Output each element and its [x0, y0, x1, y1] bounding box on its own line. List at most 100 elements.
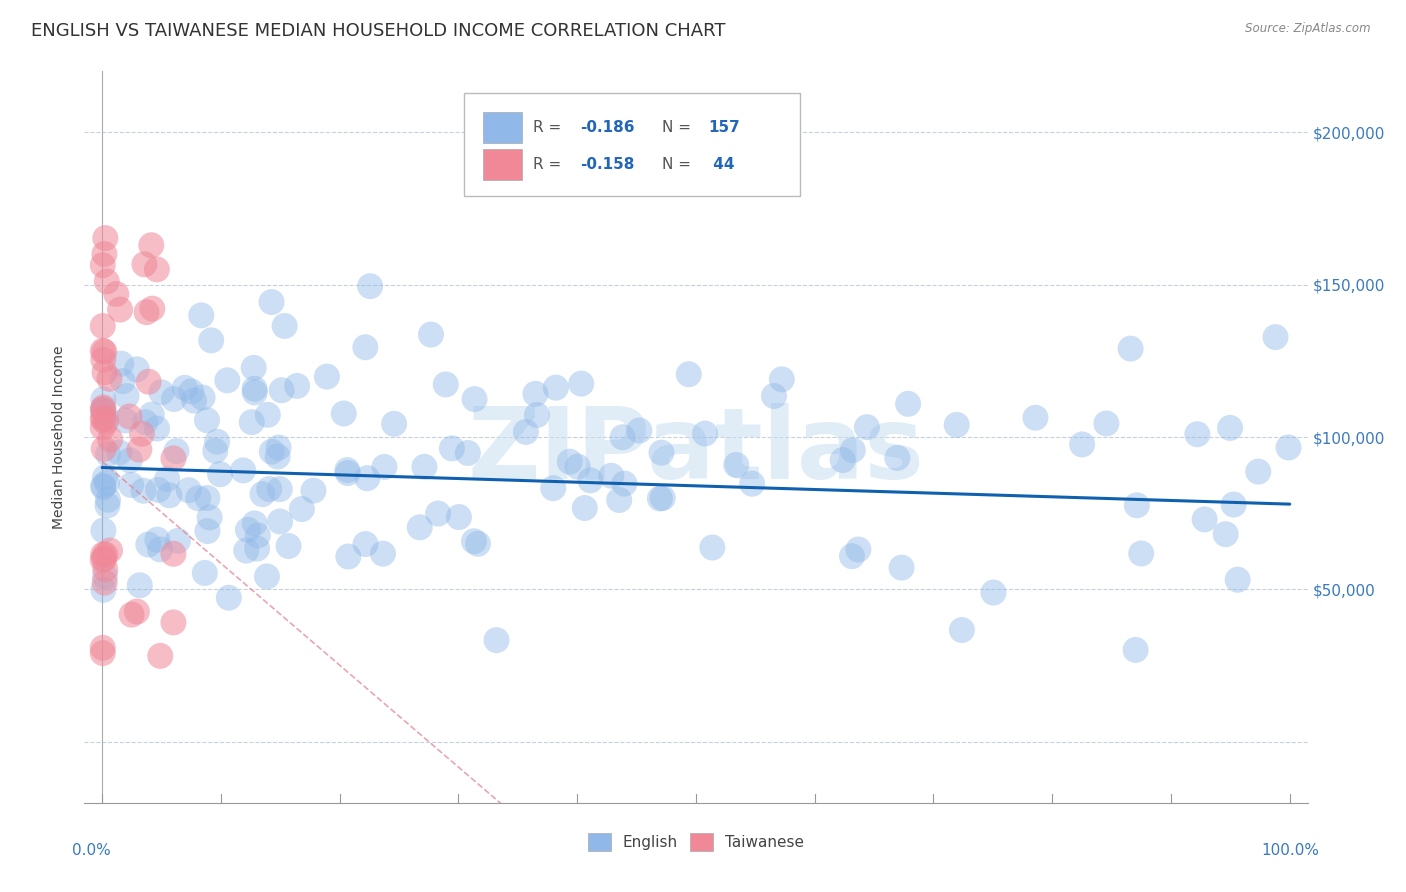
Point — [162, 547, 184, 561]
Point — [157, 488, 180, 502]
Text: N =: N = — [662, 157, 696, 172]
Point — [183, 393, 205, 408]
Point — [93, 404, 115, 418]
Point — [266, 450, 288, 464]
Point — [136, 537, 159, 551]
Text: 100.0%: 100.0% — [1261, 843, 1320, 858]
Point — [1264, 330, 1286, 344]
Point — [1277, 441, 1299, 455]
Point — [134, 415, 156, 429]
Point — [269, 482, 291, 496]
Point — [204, 443, 226, 458]
Point — [197, 524, 219, 538]
Point — [96, 475, 118, 490]
Point — [650, 445, 672, 459]
Point — [118, 409, 141, 424]
Point — [770, 372, 793, 386]
Text: 44: 44 — [709, 157, 735, 172]
Point — [236, 523, 259, 537]
Point — [725, 458, 748, 472]
Point — [524, 387, 547, 401]
Point — [651, 491, 673, 505]
Point — [945, 417, 967, 432]
Point — [194, 566, 217, 580]
Point — [569, 376, 592, 391]
Point — [336, 463, 359, 477]
Point — [125, 362, 148, 376]
Point — [218, 591, 240, 605]
Point — [841, 549, 863, 564]
Point — [93, 442, 115, 456]
Point — [91, 410, 114, 425]
Point — [120, 478, 142, 492]
Point — [277, 539, 299, 553]
Point — [886, 450, 908, 465]
Text: ENGLISH VS TAIWANESE MEDIAN HOUSEHOLD INCOME CORRELATION CHART: ENGLISH VS TAIWANESE MEDIAN HOUSEHOLD IN… — [31, 22, 725, 40]
Point — [94, 470, 117, 484]
Point — [146, 421, 169, 435]
Point — [167, 533, 190, 548]
Point — [114, 413, 136, 427]
Point — [260, 444, 283, 458]
Point — [332, 407, 354, 421]
Point — [628, 424, 651, 438]
Point — [467, 537, 489, 551]
Point — [648, 491, 671, 506]
Point — [135, 305, 157, 319]
Point — [93, 247, 115, 261]
Point — [613, 476, 636, 491]
Point — [567, 459, 589, 474]
Point — [148, 483, 170, 497]
Point — [434, 377, 457, 392]
Point — [118, 453, 141, 467]
Point — [848, 542, 870, 557]
Point — [197, 491, 219, 505]
Point — [91, 548, 114, 562]
Point — [252, 487, 274, 501]
Point — [1095, 417, 1118, 431]
Point — [526, 408, 548, 422]
Point — [128, 578, 150, 592]
Point — [257, 482, 280, 496]
Text: 157: 157 — [709, 120, 740, 136]
Point — [93, 480, 115, 494]
Text: R =: R = — [533, 120, 567, 136]
Point — [93, 524, 115, 538]
Point — [93, 392, 115, 407]
Point — [541, 481, 564, 495]
Point — [156, 472, 179, 486]
Point — [110, 357, 132, 371]
Point — [600, 468, 623, 483]
Point — [131, 426, 153, 441]
Point — [678, 368, 700, 382]
Text: N =: N = — [662, 120, 696, 136]
Point — [856, 420, 879, 434]
Point — [831, 453, 853, 467]
Point — [98, 372, 121, 386]
Point — [256, 569, 278, 583]
Point — [94, 231, 117, 245]
Point — [91, 553, 114, 567]
Point — [256, 408, 278, 422]
Point — [842, 443, 865, 458]
Point — [97, 492, 120, 507]
Point — [98, 433, 121, 447]
Point — [141, 238, 163, 252]
Point — [950, 623, 973, 637]
Point — [1126, 498, 1149, 512]
Point — [94, 569, 117, 583]
Point — [447, 510, 470, 524]
Point — [141, 408, 163, 422]
Point — [111, 374, 134, 388]
Point — [1024, 410, 1046, 425]
Point — [96, 275, 118, 289]
Point — [173, 381, 195, 395]
Point — [558, 455, 581, 469]
Text: 0.0%: 0.0% — [72, 843, 111, 858]
Point — [198, 510, 221, 524]
Point — [1194, 512, 1216, 526]
Point — [463, 534, 485, 549]
Point — [1222, 498, 1244, 512]
Point — [180, 384, 202, 399]
Point — [177, 483, 200, 498]
